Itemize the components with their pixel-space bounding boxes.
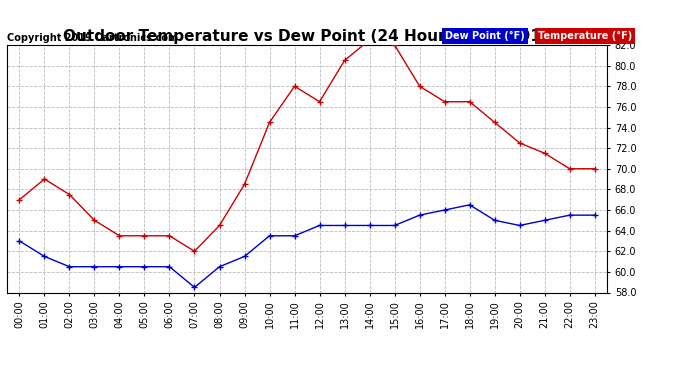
Text: Copyright 2019 Cartronics.com: Copyright 2019 Cartronics.com — [7, 33, 178, 42]
Text: Temperature (°F): Temperature (°F) — [538, 31, 633, 41]
Title: Outdoor Temperature vs Dew Point (24 Hours) 20190919: Outdoor Temperature vs Dew Point (24 Hou… — [63, 29, 551, 44]
Text: Dew Point (°F): Dew Point (°F) — [445, 31, 525, 41]
